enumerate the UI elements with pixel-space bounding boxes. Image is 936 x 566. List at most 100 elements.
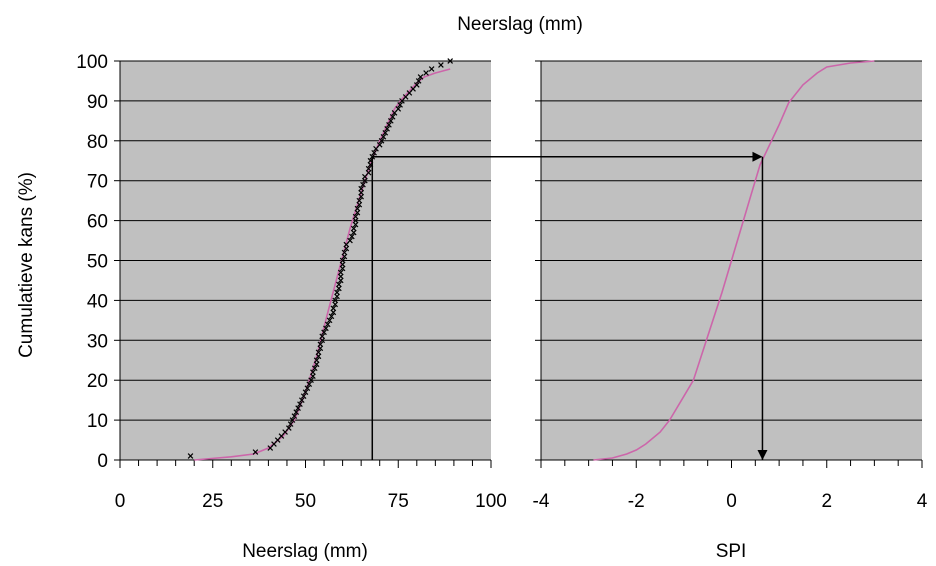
observation-point [350,225,357,232]
left-x-tick-label: 100 [475,491,507,512]
marker-stroke [428,66,435,72]
observation-point [304,385,311,392]
marker-stroke [285,425,292,431]
observation-point [334,289,340,296]
y-tick-label: 60 [87,212,108,233]
marker-stroke [319,333,326,340]
marker-stroke [187,453,194,459]
marker-stroke [291,413,298,419]
observation-point [187,453,194,459]
marker-stroke [330,305,337,312]
marker-stroke [308,377,314,384]
observation-point [308,377,314,384]
left-x-tick-label: 0 [115,491,126,512]
marker-stroke [293,409,300,415]
observation-point [384,126,390,132]
marker-stroke [313,357,320,364]
marker-stroke [321,329,327,336]
y-tick-label: 70 [87,172,108,193]
observation-point [285,425,292,431]
observation-point [376,141,383,148]
right-x-tick-label: 0 [726,491,737,512]
marker-stroke [332,297,339,304]
observation-point [324,321,331,328]
marker-stroke [395,106,402,112]
marker-stroke [347,237,353,244]
marker-stroke [323,325,329,332]
y-tick-label: 50 [87,252,108,273]
marker-stroke [365,165,372,172]
observation-point [297,401,303,407]
y-tick-label: 30 [87,331,108,352]
right-cdf-line [593,60,875,461]
observation-point [395,106,402,112]
observation-point [371,149,377,156]
observation-point [323,325,329,332]
observation-point [252,449,259,455]
observation-point [313,357,320,364]
marker-stroke [337,269,344,276]
observation-point [447,58,454,64]
right-x-tick-label: -2 [628,491,645,512]
marker-stroke [297,401,303,407]
observation-point [295,405,301,411]
right-x-tick-label: 2 [821,491,832,512]
observation-point [321,329,327,336]
observation-point [428,66,435,72]
observation-point [339,257,346,264]
marker-stroke [389,114,396,120]
marker-stroke [300,393,307,399]
observation-point [352,213,359,220]
y-axis-title: Cumulatieve kans (%) [16,172,37,358]
marker-stroke [341,249,348,256]
guide-arrows [371,151,768,460]
marker-stroke [311,365,318,372]
observation-point [389,114,396,120]
observation-point [330,305,337,312]
marker-stroke [336,281,342,288]
marker-stroke [371,149,377,156]
marker-stroke [360,181,366,188]
y-tick-label: 0 [97,451,108,472]
marker-stroke [324,321,331,328]
marker-stroke [397,102,403,108]
cdf-curves [194,60,875,461]
observation-point [287,421,294,427]
observation-point [306,381,313,388]
observation-point [388,118,394,124]
marker-stroke [384,126,390,132]
observation-point [360,181,366,188]
observation-point [289,417,296,423]
observation-point [317,341,324,348]
y-tick-label: 80 [87,132,108,153]
observation-point [358,185,364,192]
marker-stroke [438,62,444,68]
marker-stroke [447,58,454,64]
y-tick-label: 40 [87,291,108,312]
marker-stroke [306,381,313,388]
observation-point [341,249,348,256]
y-tick-label: 100 [76,52,108,73]
marker-stroke [378,137,385,144]
observation-point [336,281,342,288]
observation-point [302,389,309,395]
left-x-tick-label: 50 [295,491,316,512]
observation-point [310,369,316,376]
observation-point [328,313,335,320]
top-axis-title: Neerslag (mm) [457,14,583,35]
marker-stroke [304,385,311,392]
marker-stroke [289,417,296,423]
observation-point [293,409,300,415]
right-x-tick-label: -4 [533,491,550,512]
observation-point [438,62,444,68]
observation-point [326,317,333,324]
marker-stroke [328,313,335,320]
marker-stroke [349,233,355,240]
marker-stroke [287,421,294,427]
marker-stroke [315,349,322,356]
observation-point [291,413,298,419]
marker-stroke [380,133,387,140]
observation-point [386,122,392,128]
observation-point [354,205,361,212]
